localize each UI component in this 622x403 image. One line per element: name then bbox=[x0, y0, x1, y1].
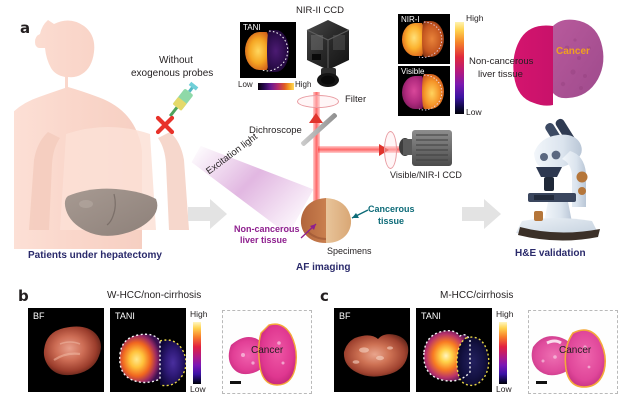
panel-b-bf-image: BF bbox=[28, 308, 104, 392]
microscope-illustration bbox=[516, 118, 600, 241]
collection-lens bbox=[384, 131, 397, 169]
panel-c-bf-label: BF bbox=[339, 311, 351, 321]
cancerous-pointer-arrow-icon bbox=[351, 209, 369, 219]
right-insets-colorbar-high-label: High bbox=[466, 13, 484, 23]
cancerous-tissue-label-line2: tissue bbox=[378, 216, 405, 226]
cancerous-tissue-label-line1: Cancerous bbox=[368, 204, 415, 214]
tani-inset-colorbar-high-label: High bbox=[295, 80, 312, 89]
no-injection-cross-icon bbox=[155, 115, 175, 135]
panel-b-colorbar bbox=[193, 322, 201, 384]
visible-nir1-ccd-camera bbox=[399, 130, 452, 166]
nir1-inset-image: NIR-I bbox=[398, 14, 450, 64]
panel-c-cancer-label: Cancer bbox=[559, 345, 592, 356]
panel-c-colorbar-low-label: Low bbox=[496, 384, 512, 394]
no-probe-label-line1: Without bbox=[159, 55, 193, 66]
he-liver-noncancerous-label-line1: Non-cancerous bbox=[469, 56, 534, 67]
no-probe-label-line2: exogenous probes bbox=[131, 68, 214, 79]
right-insets-colorbar-low-label: Low bbox=[466, 107, 482, 117]
panel-letter-c: c bbox=[320, 287, 329, 305]
tani-inset-image: TANI bbox=[240, 22, 296, 78]
tani-inset-noncancer-region bbox=[245, 32, 269, 70]
syringe-icon bbox=[168, 81, 199, 118]
he-liver-noncancerous-label-line2: liver tissue bbox=[478, 69, 523, 80]
visible-inset-label: Visible bbox=[401, 67, 425, 76]
tani-inset-colorbar-low-label: Low bbox=[238, 80, 253, 89]
tani-inset-label: TANI bbox=[243, 23, 261, 32]
he-validation-label: H&E validation bbox=[515, 248, 586, 259]
nir2-ccd-label: NIR-II CCD bbox=[296, 5, 345, 16]
specimens-label: Specimens bbox=[327, 246, 372, 256]
panel-b-tani-label: TANI bbox=[115, 311, 135, 321]
tani-inset-outline bbox=[261, 30, 289, 72]
flow-arrow-2-icon bbox=[462, 198, 502, 230]
panel-b-he-image: Cancer bbox=[222, 310, 312, 394]
visible-inset-left-region bbox=[402, 76, 424, 109]
panel-c-tani-label: TANI bbox=[421, 311, 441, 321]
panel-b-colorbar-low-label: Low bbox=[190, 384, 206, 394]
panel-b-scale-bar bbox=[230, 381, 241, 384]
noncancerous-pointer-arrow-icon bbox=[300, 223, 317, 239]
tani-inset-cancer-region bbox=[267, 30, 289, 72]
he-liver-cancer-label: Cancer bbox=[556, 46, 590, 57]
nir1-inset-left-region bbox=[402, 23, 424, 56]
noncancerous-tissue-label-line1: Non-cancerous bbox=[234, 224, 300, 234]
noncancerous-tissue-label-line2: liver tissue bbox=[240, 235, 288, 245]
panel-c-title: M-HCC/cirrhosis bbox=[440, 290, 514, 301]
panel-b-title: W-HCC/non-cirrhosis bbox=[107, 290, 202, 301]
panel-b-tani-image: TANI bbox=[110, 308, 186, 392]
panel-b-bf-label: BF bbox=[33, 311, 45, 321]
filter-lens bbox=[297, 95, 339, 108]
panel-b-cancer-label: Cancer bbox=[251, 345, 284, 356]
panel-letter-a: a bbox=[20, 19, 31, 37]
nir2-ccd-camera bbox=[306, 20, 350, 87]
panel-b-colorbar-high-label: High bbox=[190, 309, 208, 319]
panel-c-scale-bar bbox=[536, 381, 547, 384]
nir1-inset-label: NIR-I bbox=[401, 15, 420, 24]
patients-hepatectomy-label: Patients under hepatectomy bbox=[28, 250, 162, 261]
he-liver-illustration bbox=[513, 19, 604, 106]
panel-c-colorbar-high-label: High bbox=[496, 309, 514, 319]
flow-arrow-1-icon bbox=[188, 198, 228, 230]
panel-letter-b: b bbox=[18, 287, 29, 305]
panel-c-tani-image: TANI bbox=[416, 308, 492, 392]
filter-label: Filter bbox=[345, 94, 367, 105]
beam-arrow-up-icon bbox=[309, 113, 323, 123]
af-imaging-label: AF imaging bbox=[296, 262, 351, 273]
dichroscope-label: Dichroscope bbox=[249, 125, 302, 136]
tani-inset-colorbar bbox=[258, 83, 294, 90]
panel-c-he-image: Cancer bbox=[528, 310, 618, 394]
right-insets-colorbar bbox=[455, 22, 464, 114]
beam-horizontal bbox=[318, 146, 410, 153]
patient-body-illustration bbox=[14, 20, 189, 249]
visible-nir1-ccd-label: Visible/NIR-I CCD bbox=[390, 170, 462, 180]
beam-vertical bbox=[313, 92, 320, 217]
panel-c-colorbar bbox=[499, 322, 507, 384]
panel-c-bf-image: BF bbox=[334, 308, 410, 392]
visible-inset-image: Visible bbox=[398, 66, 450, 116]
